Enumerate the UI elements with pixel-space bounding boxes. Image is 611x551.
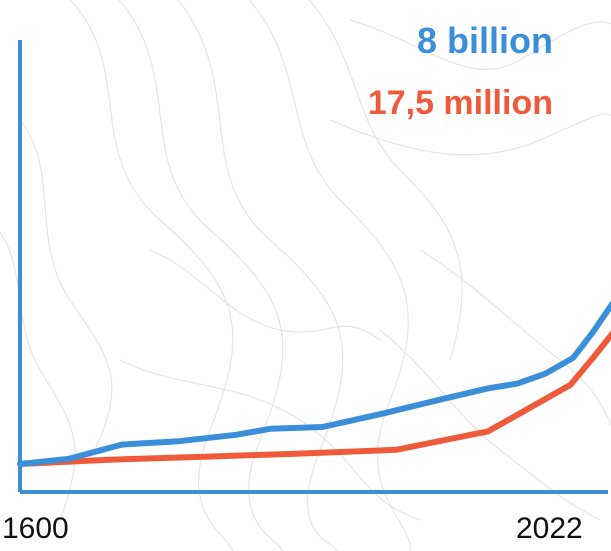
x-tick-label-end: 2022 bbox=[516, 512, 583, 545]
series-line-red bbox=[17, 330, 611, 467]
x-tick-label-start: 1600 bbox=[2, 512, 69, 545]
series-label-blue: 8 billion bbox=[416, 20, 553, 61]
series-label-red: 17,5 million bbox=[367, 84, 553, 122]
series-line-blue bbox=[17, 301, 611, 467]
